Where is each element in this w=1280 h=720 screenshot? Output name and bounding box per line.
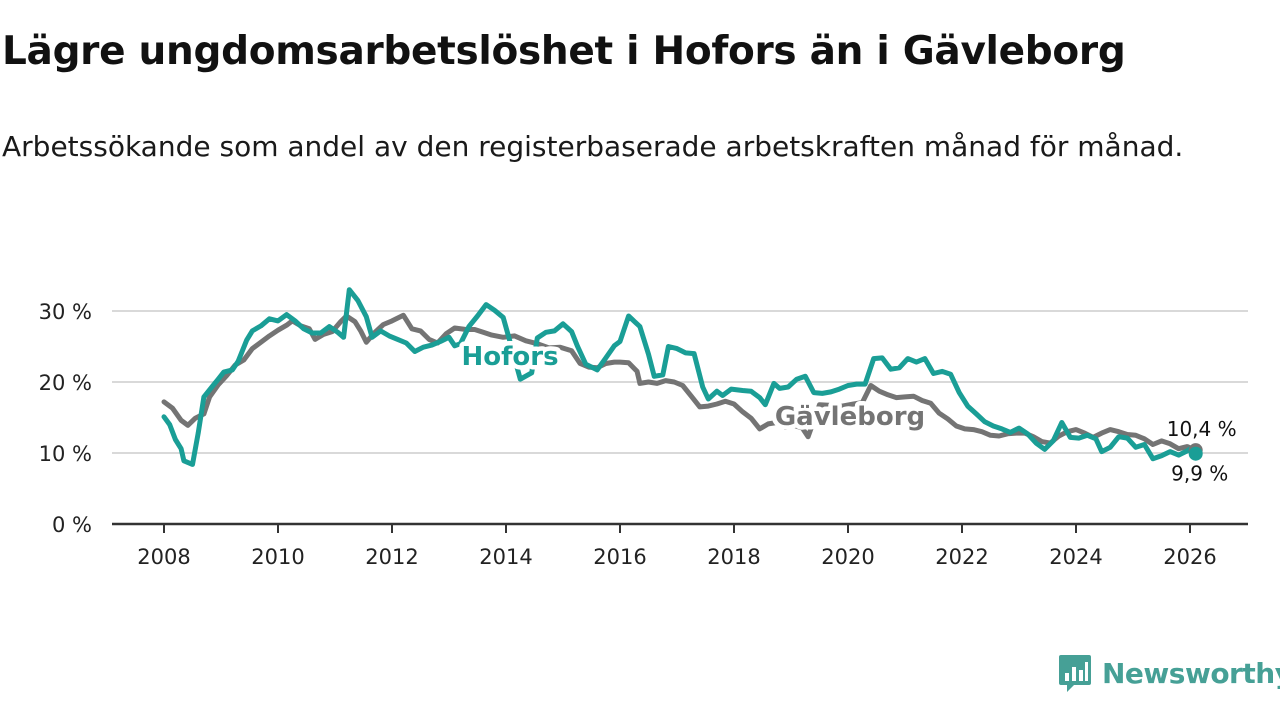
page-title: Lägre ungdomsarbetslöshet i Hofors än i … <box>2 29 1126 74</box>
series-labels: Hofors Gävleborg 10,4 % 9,9 % <box>457 338 1240 489</box>
x-tick-label: 2020 <box>821 545 874 569</box>
x-tick-label: 2026 <box>1163 545 1216 569</box>
x-tick-label: 2014 <box>479 545 532 569</box>
y-tick-label: 0 % <box>52 513 92 537</box>
series-label-gvleborg: Gävleborg <box>775 402 925 432</box>
end-value-label-hofors: 9,9 % <box>1171 462 1228 486</box>
newsworthy-icon <box>1059 655 1091 692</box>
x-tick-label: 2008 <box>137 545 190 569</box>
x-tick-label: 2012 <box>365 545 418 569</box>
x-tick-label: 2010 <box>251 545 304 569</box>
end-point-hofors <box>1188 446 1203 461</box>
series-line-hofors <box>161 287 1199 467</box>
x-tick-label: 2024 <box>1049 545 1102 569</box>
x-tick-label: 2016 <box>593 545 646 569</box>
y-tick-label: 10 % <box>39 442 92 466</box>
y-tick-label: 20 % <box>39 371 92 395</box>
newsworthy-logo: Newsworthy <box>1058 652 1280 694</box>
page-subtitle: Arbetssökande som andel av den registerb… <box>2 130 1184 163</box>
y-tick-label: 30 % <box>39 300 92 324</box>
series-label-hofors: Hofors <box>461 342 558 372</box>
brand-name: Newsworthy <box>1102 656 1280 690</box>
y-axis-ticks: 0 % 10 % 20 % 30 % <box>39 300 92 537</box>
x-axis-ticks: 2008 2010 2012 2014 2016 2018 2020 2022 2024 2026 <box>112 522 1248 569</box>
x-tick-label: 2022 <box>935 545 988 569</box>
end-value-label-gavleborg: 10,4 % <box>1167 417 1237 441</box>
x-tick-label: 2018 <box>707 545 760 569</box>
series-lines <box>161 287 1203 467</box>
